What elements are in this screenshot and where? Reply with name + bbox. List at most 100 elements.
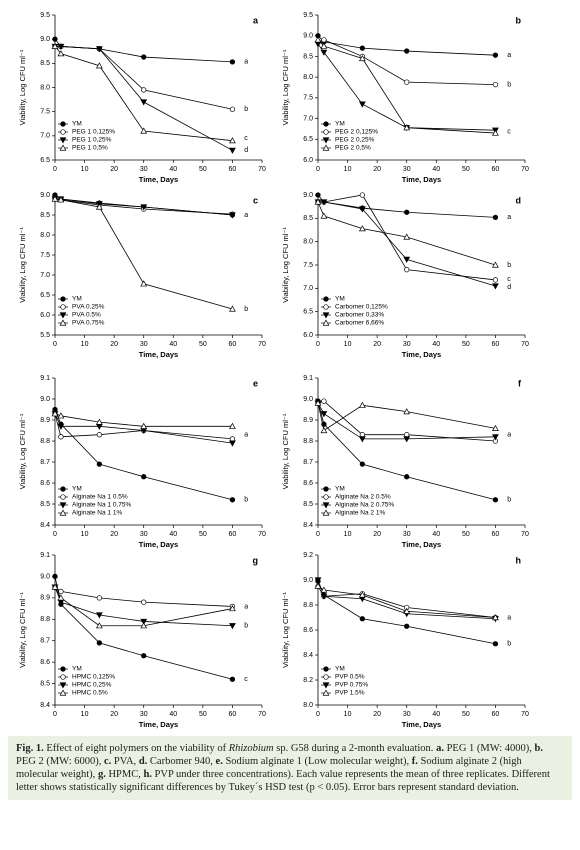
marker	[229, 137, 236, 144]
marker	[358, 54, 366, 62]
y-tick-label: 8.5	[303, 53, 313, 60]
legend-label: Alginate Na 2 0.75%	[335, 502, 394, 509]
x-tick-label: 40	[169, 531, 177, 538]
marker	[404, 474, 410, 480]
marker	[320, 411, 328, 418]
x-tick-label: 20	[373, 531, 381, 538]
x-tick-label: 30	[403, 166, 411, 173]
marker	[141, 599, 147, 605]
x-tick-label: 40	[169, 341, 177, 348]
significance-letter: a	[507, 52, 511, 59]
y-tick-label: 8.0	[40, 84, 50, 91]
marker	[314, 399, 322, 406]
legend-label: YM	[335, 121, 345, 128]
legend-marker	[322, 137, 330, 144]
x-tick-label: 50	[199, 531, 207, 538]
y-tick-label: 8.7	[303, 459, 313, 466]
legend-marker	[323, 666, 329, 672]
marker	[492, 81, 499, 88]
significance-letter: b	[244, 623, 248, 630]
x-tick-label: 40	[432, 166, 440, 173]
marker	[57, 50, 65, 57]
x-tick-label: 30	[403, 341, 411, 348]
marker	[229, 497, 236, 503]
x-tick-label: 0	[316, 166, 320, 173]
significance-letter: b	[507, 497, 511, 504]
significance-letter: a	[507, 432, 511, 439]
marker	[95, 612, 103, 619]
legend-marker	[59, 502, 67, 509]
marker	[404, 623, 410, 629]
y-tick-label: 8.4	[40, 522, 50, 529]
marker	[229, 147, 236, 154]
marker	[57, 423, 65, 430]
marker	[314, 582, 322, 589]
x-tick-label: 30	[140, 341, 148, 348]
y-tick-label: 9.0	[40, 396, 50, 403]
legend-marker	[322, 682, 330, 689]
marker	[492, 641, 499, 647]
marker	[96, 432, 103, 438]
x-tick-label: 10	[344, 531, 352, 538]
y-tick-label: 8.6	[303, 627, 313, 634]
marker	[140, 280, 148, 287]
legend-label: PVP 0.75%	[335, 682, 368, 689]
marker	[403, 233, 411, 240]
panel: 6.0 6.5 7.0 7.5 8.0 8.5 9.0 0 10 20 30 40 50 60 70 Time…	[281, 192, 529, 359]
legend-label: YM	[335, 666, 345, 673]
x-tick-label: 60	[492, 711, 500, 718]
marker	[359, 45, 366, 51]
marker	[320, 199, 328, 206]
x-axis-label: Time, Days	[402, 720, 441, 729]
x-tick-label: 40	[432, 711, 440, 718]
y-tick-label: 9.0	[40, 36, 50, 43]
x-tick-label: 40	[432, 531, 440, 538]
panel: 8.4 8.5 8.6 8.7 8.8 8.9 9.0 9.1 0 10 20 30 40 50 60 70 T…	[281, 375, 529, 549]
legend-marker	[60, 121, 66, 127]
caption-part: a.	[436, 743, 444, 754]
x-tick-label: 20	[373, 166, 381, 173]
marker	[140, 127, 148, 134]
caption-part: d.	[138, 756, 148, 767]
y-tick-label: 7.5	[303, 262, 313, 269]
x-axis-label: Time, Days	[402, 350, 441, 359]
x-tick-label: 20	[110, 166, 118, 173]
x-tick-label: 10	[81, 711, 89, 718]
y-axis-label: Viability, Log CFU ml⁻¹	[281, 49, 290, 125]
marker	[404, 79, 410, 85]
significance-letter: b	[507, 81, 511, 88]
significance-letter: c	[244, 135, 248, 142]
y-tick-label: 8.8	[303, 602, 313, 609]
y-tick-label: 8.6	[40, 659, 50, 666]
y-tick-label: 9.0	[303, 396, 313, 403]
caption-part: Effect of eight polymers on the viabilit…	[43, 743, 229, 754]
x-tick-label: 20	[373, 711, 381, 718]
marker	[141, 474, 147, 480]
legend-marker	[322, 144, 330, 151]
panel-label: g	[253, 555, 259, 565]
y-tick-label: 9.5	[40, 12, 50, 19]
y-tick-label: 8.5	[303, 501, 313, 508]
marker	[140, 422, 148, 429]
panel-label: b	[516, 15, 522, 25]
marker	[358, 401, 366, 408]
significance-letter: b	[507, 641, 511, 648]
marker	[321, 398, 327, 404]
y-axis-label: Viability, Log CFU ml⁻¹	[18, 227, 27, 303]
x-axis-label: Time, Days	[139, 540, 178, 549]
y-tick-label: 9.0	[40, 192, 50, 199]
x-tick-label: 50	[462, 711, 470, 718]
marker	[359, 461, 366, 467]
y-tick-label: 8.7	[40, 638, 50, 645]
legend-marker	[60, 494, 66, 500]
y-axis-label: Viability, Log CFU ml⁻¹	[281, 413, 290, 489]
legend-marker	[323, 296, 329, 302]
marker	[358, 101, 366, 108]
marker	[95, 46, 103, 53]
legend-marker	[60, 666, 66, 672]
x-tick-label: 60	[492, 531, 500, 538]
y-tick-label: 8.4	[303, 652, 313, 659]
y-tick-label: 5.5	[40, 332, 50, 339]
legend-label: Carbomer 0,125%	[335, 304, 388, 311]
y-tick-label: 7.5	[303, 95, 313, 102]
